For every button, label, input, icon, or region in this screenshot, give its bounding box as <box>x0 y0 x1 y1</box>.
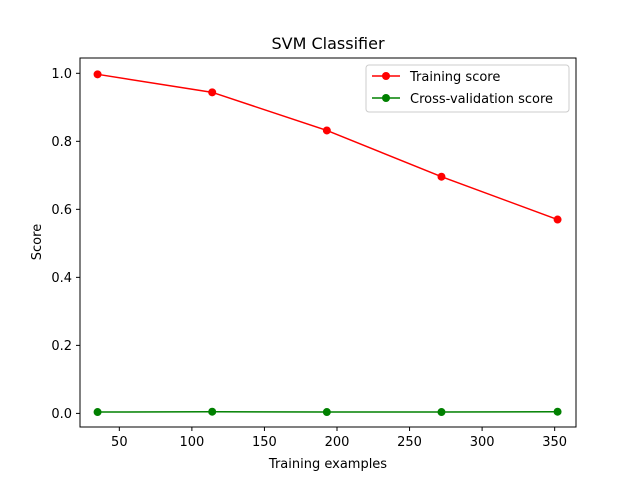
series-0-point <box>208 88 217 97</box>
series-1-point <box>437 408 446 417</box>
x-tick-label: 50 <box>111 435 128 450</box>
legend-label-cross-validation: Cross-validation score <box>410 92 553 107</box>
y-tick-label: 0.0 <box>51 407 72 422</box>
x-axis-label: Training examples <box>268 457 387 472</box>
legend-box <box>365 64 570 113</box>
y-tick-label: 0.6 <box>51 203 72 218</box>
y-tick-label: 0.2 <box>51 339 72 354</box>
series-1-point <box>553 407 562 416</box>
series-1-point <box>208 407 217 416</box>
series-0-point <box>437 172 446 181</box>
series-layer <box>93 70 562 417</box>
legend-marker-cross-validation <box>382 94 390 102</box>
legend-label-training: Training score <box>409 70 500 85</box>
y-axis-label: Score <box>30 224 45 260</box>
y-tick-label: 1.0 <box>51 67 72 82</box>
x-tick-label: 250 <box>397 435 422 450</box>
y-tick-label: 0.4 <box>51 271 72 286</box>
x-tick-label: 350 <box>542 435 567 450</box>
series-1-point <box>93 408 102 417</box>
chart-title: SVM Classifier <box>271 34 384 53</box>
series-0-point <box>553 215 562 224</box>
y-axis-ticks: 0.0 0.2 0.4 0.6 0.8 1.0 <box>51 67 80 422</box>
x-tick-label: 200 <box>325 435 350 450</box>
legend: Training score Cross-validation score <box>365 64 570 113</box>
plot-frame <box>79 57 577 428</box>
y-tick-label: 0.8 <box>51 135 72 150</box>
series-1-point <box>322 408 331 417</box>
x-tick-label: 300 <box>470 435 495 450</box>
x-tick-label: 100 <box>179 435 204 450</box>
legend-marker-training <box>382 72 390 80</box>
x-axis-ticks: 50 100 150 200 250 300 350 <box>111 427 567 450</box>
series-0-point <box>322 126 331 135</box>
x-tick-label: 150 <box>252 435 277 450</box>
series-0-point <box>93 70 102 79</box>
